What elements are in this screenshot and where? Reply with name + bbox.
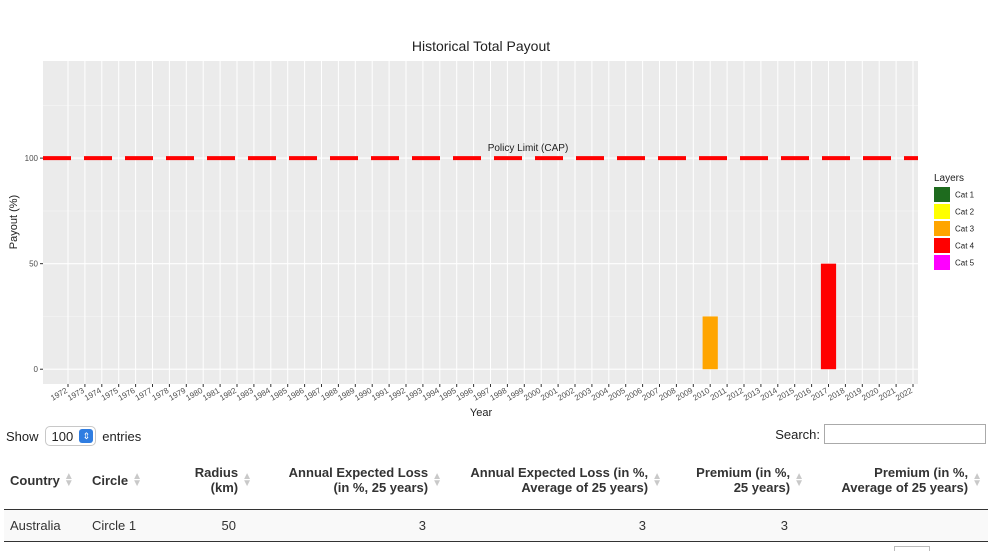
column-header-premium-avg[interactable]: Premium (in %, Average of 25 years) ▲ ▼ [810, 451, 988, 510]
column-header-radius[interactable]: Radius (km) ▲ ▼ [166, 451, 258, 510]
reference-line-layer: Policy Limit (CAP) [43, 143, 918, 161]
policy-limit-label: Policy Limit (CAP) [488, 143, 569, 154]
bar-cat-3-2010 [702, 316, 718, 370]
page-length-select[interactable]: 100 ⇕ [44, 426, 97, 446]
legend-swatch-cat-4 [934, 238, 950, 253]
legend-label: Cat 3 [955, 225, 975, 234]
cell-country: Australia [4, 509, 86, 542]
legend-label: Cat 5 [955, 259, 975, 268]
column-header-label: Annual Expected Loss (in %, Average of 2… [470, 465, 649, 495]
table-controls: Show 100 ⇕ entries Search: [0, 423, 992, 451]
legend-label: Cat 2 [955, 208, 975, 217]
legend-label: Cat 4 [955, 242, 975, 251]
cell-ael-25: 3 [258, 509, 448, 542]
legend-swatch-cat-5 [934, 255, 950, 270]
sort-icon: ▲ ▼ [132, 471, 143, 489]
page-length-value: 100 [51, 428, 74, 444]
column-header-label: Country [10, 472, 60, 488]
x-axis: 1972197319741975197619771978197919801981… [49, 384, 914, 403]
chevron-updown-icon: ⇕ [79, 429, 94, 443]
y-axis-title: Payout (%) [8, 195, 20, 249]
page-length-control: Show 100 ⇕ entries [6, 426, 141, 446]
legend-label: Cat 1 [955, 191, 975, 200]
cell-premium-avg [810, 509, 988, 542]
bar-cat-4-2017 [820, 263, 837, 370]
y-tick-label: 100 [25, 154, 39, 163]
column-header-ael-25[interactable]: Annual Expected Loss (in %, 25 years) ▲ ▼ [258, 451, 448, 510]
sort-icon: ▲ ▼ [652, 471, 662, 489]
sort-icon: ▲ ▼ [794, 471, 804, 489]
legend-swatch-cat-3 [934, 221, 950, 236]
column-header-label: Premium (in %, Average of 25 years) [841, 465, 969, 495]
search-label: Search: [775, 426, 820, 442]
cell-ael-avg: 3 [448, 509, 668, 542]
sort-icon: ▲ ▼ [972, 471, 982, 489]
legend-swatch-cat-1 [934, 187, 950, 202]
sort-icon: ▲ ▼ [432, 471, 442, 489]
bars-layer [702, 263, 837, 370]
x-axis-title: Year [470, 407, 493, 419]
table-row[interactable]: Australia Circle 1 50 3 3 3 [4, 509, 988, 542]
table-header-row: Country ▲ ▼ Circle ▲ ▼ Radius (km) ▲ ▼ Annual … [4, 451, 988, 510]
x-tick-label: 2022 [894, 386, 914, 403]
show-label: Show [6, 428, 39, 444]
column-header-label: Premium (in %, 25 years) [696, 465, 791, 495]
legend-swatch-cat-2 [934, 204, 950, 219]
plot-panel [43, 61, 918, 384]
sort-icon: ▲ ▼ [63, 471, 74, 489]
column-header-circle[interactable]: Circle ▲ ▼ [86, 451, 166, 510]
data-table-wrapper: Country ▲ ▼ Circle ▲ ▼ Radius (km) ▲ ▼ Annual … [4, 451, 988, 542]
column-header-label: Annual Expected Loss (in %, 25 years) [288, 465, 429, 495]
column-header-label: Radius (km) [194, 465, 239, 495]
cell-premium-25: 3 [668, 509, 810, 542]
y-tick-label: 0 [34, 365, 39, 374]
legend: Layers Cat 1 Cat 2 Cat 3 Cat 4 Cat 5 [934, 173, 975, 270]
payout-chart: Historical Total Payout Policy Limit (CA… [0, 32, 992, 422]
y-tick-label: 50 [29, 260, 38, 269]
entries-label: entries [102, 428, 142, 444]
sort-icon: ▲ ▼ [242, 471, 252, 489]
scroll-hint [894, 546, 930, 551]
y-axis: 0 50 100 [25, 154, 43, 374]
column-header-label: Circle [92, 472, 129, 488]
column-header-premium-25[interactable]: Premium (in %, 25 years) ▲ ▼ [668, 451, 810, 510]
cell-radius: 50 [166, 509, 258, 542]
legend-title: Layers [934, 173, 964, 184]
search-control: Search: [775, 424, 986, 444]
chart-title: Historical Total Payout [412, 38, 550, 54]
payout-chart-svg: Historical Total Payout Policy Limit (CA… [8, 38, 975, 419]
column-header-country[interactable]: Country ▲ ▼ [4, 451, 86, 510]
column-header-ael-avg[interactable]: Annual Expected Loss (in %, Average of 2… [448, 451, 668, 510]
cell-circle: Circle 1 [86, 509, 166, 542]
data-table: Country ▲ ▼ Circle ▲ ▼ Radius (km) ▲ ▼ Annual … [4, 451, 988, 542]
search-input[interactable] [824, 424, 986, 444]
